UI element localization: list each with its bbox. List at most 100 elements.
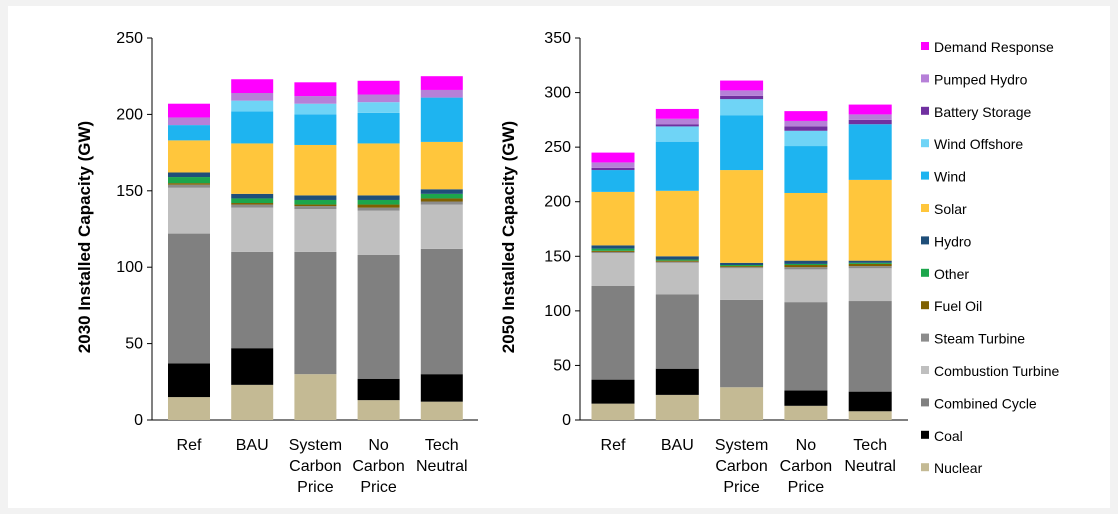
bar-segment-hydro [420, 189, 463, 194]
legend-label: Coal [934, 428, 963, 444]
bar-stack [294, 82, 337, 420]
bar-segment-fuel-oil [591, 250, 635, 252]
bar-stack [784, 111, 828, 420]
x-tick-label: Carbon [289, 458, 341, 475]
y-tick-label: 200 [116, 106, 143, 123]
legend-swatch [921, 42, 929, 50]
bar-segment-nuclear [357, 400, 400, 420]
bar-segment-hydro [655, 256, 699, 260]
bar-segment-combined-cycle [357, 254, 400, 379]
bar-segment-fuel-oil [168, 183, 210, 185]
legend-item: Hydro [921, 233, 972, 249]
bar-segment-wind [848, 124, 892, 180]
bar-segment-wind [784, 146, 828, 193]
bar-stack [655, 108, 699, 420]
bar-segment-wind-offshore [357, 102, 400, 113]
bar-segment-demand-response [784, 111, 828, 121]
legend-label: Demand Response [934, 39, 1054, 55]
bar-segment-solar [420, 141, 463, 190]
legend-item: Fuel Oil [921, 298, 982, 314]
x-tick-label: Price [723, 479, 760, 496]
bar-segment-nuclear [848, 411, 892, 420]
bar-segment-nuclear [231, 384, 274, 420]
bar-segment-wind [294, 114, 337, 145]
bar-segment-battery-storage [848, 119, 892, 125]
bar-segment-coal [655, 368, 699, 395]
bar-segment-steam-turbine [720, 267, 764, 269]
x-tick-label: Neutral [416, 458, 468, 475]
bar-segment-coal [357, 378, 400, 401]
legend-label: Pumped Hydro [934, 71, 1028, 87]
bar-segment-other [848, 262, 892, 264]
bar-segment-nuclear [294, 374, 337, 420]
legend-label: Other [934, 266, 969, 282]
bar-segment-pumped-hydro [168, 117, 210, 126]
bar-segment-solar [655, 190, 699, 257]
x-tick-label: BAU [236, 437, 269, 454]
bar-segment-combined-cycle [720, 299, 764, 388]
legend-label: Combined Cycle [934, 395, 1037, 411]
legend-swatch [921, 430, 929, 439]
legend-item: Nuclear [921, 460, 983, 476]
x-tick-label: Carbon [780, 458, 832, 475]
bar-stack [231, 79, 274, 420]
y-tick-label: 300 [544, 85, 571, 102]
bar-segment-other [784, 263, 828, 266]
y-tick-label: 200 [544, 194, 571, 211]
bar-segment-wind-offshore [655, 126, 699, 142]
bar-segment-combined-cycle [655, 294, 699, 369]
legend-item: Steam Turbine [921, 331, 1025, 347]
legend-label: Battery Storage [934, 104, 1031, 120]
x-tick-label: Tech [853, 437, 887, 454]
y-tick-label: 50 [125, 336, 143, 353]
legend-swatch [921, 333, 929, 342]
legend-label: Wind [934, 169, 966, 185]
bar-segment-other [655, 259, 699, 261]
bar-segment-steam-turbine [357, 207, 400, 211]
bar-segment-battery-storage [720, 95, 764, 100]
bar-segment-wind [168, 125, 210, 141]
bar-segment-wind-offshore [231, 100, 274, 112]
bar-segment-combustion-turbine [168, 187, 210, 234]
bar-segment-steam-turbine [591, 251, 635, 254]
y-tick-label: 100 [116, 259, 143, 276]
bar-segment-solar [168, 140, 210, 173]
bar-segment-wind [720, 115, 764, 171]
legend-item: Wind Offshore [921, 136, 1023, 152]
bar-segment-solar [231, 143, 274, 194]
legend-swatch [921, 398, 929, 407]
x-tick-label: Price [788, 479, 825, 496]
legend-swatch [921, 268, 929, 277]
bar-segment-fuel-oil [231, 203, 274, 205]
legend-item: Pumped Hydro [921, 71, 1028, 87]
bar-segment-pumped-hydro [231, 93, 274, 101]
x-tick-label: Carbon [715, 458, 767, 475]
y-axis-title: 2030 Installed Capacity (GW) [75, 121, 94, 353]
bar-segment-hydro [168, 172, 210, 178]
legend-item: Other [921, 266, 969, 282]
bar-segment-coal [591, 379, 635, 404]
bar-segment-nuclear [168, 397, 210, 420]
bar-segment-combined-cycle [784, 302, 828, 391]
bar-segment-demand-response [168, 103, 210, 118]
bar-segment-wind [420, 97, 463, 142]
bar-segment-solar [720, 170, 764, 263]
y-tick-label: 150 [544, 248, 571, 265]
bar-segment-demand-response [848, 104, 892, 115]
bar-segment-demand-response [357, 80, 400, 95]
bar-segment-hydro [784, 260, 828, 264]
bar-segment-pumped-hydro [655, 118, 699, 125]
bar-segment-fuel-oil [294, 204, 337, 207]
bar-segment-demand-response [655, 108, 699, 119]
bar-segment-pumped-hydro [591, 162, 635, 168]
bar-segment-nuclear [420, 401, 463, 420]
x-tick-label: System [715, 437, 768, 454]
legend-label: Combustion Turbine [934, 363, 1060, 379]
bar-segment-pumped-hydro [848, 114, 892, 120]
bar-segment-other [168, 177, 210, 184]
bar-segment-coal [784, 390, 828, 406]
bar-segment-pumped-hydro [784, 120, 828, 127]
bar-segment-steam-turbine [848, 266, 892, 269]
legend-item: Combustion Turbine [921, 363, 1060, 379]
